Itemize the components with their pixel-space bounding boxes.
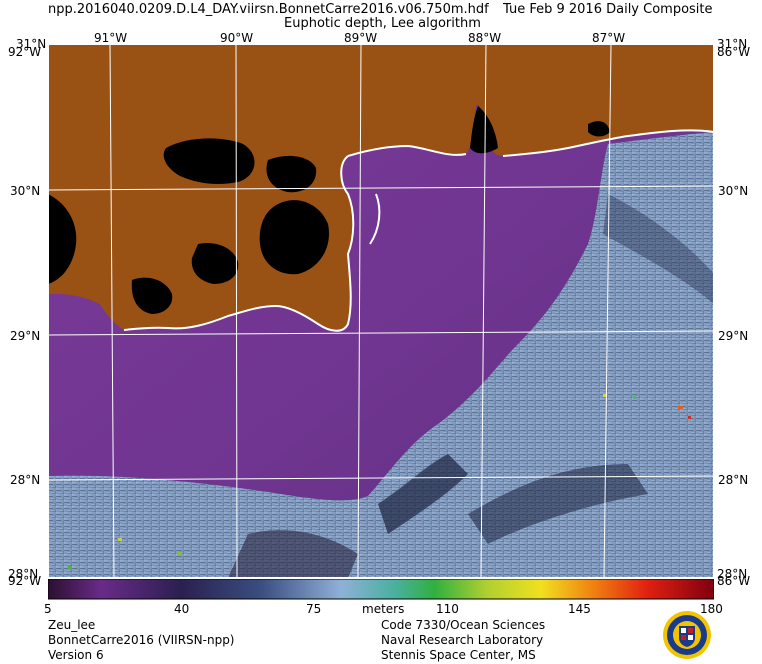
corner-tr-lat: 31°N [717, 37, 748, 51]
scale-tick-145: 145 [568, 602, 591, 616]
high-value-speck [678, 406, 683, 409]
high-value-speck [603, 394, 607, 397]
offshore-clear-water [48, 132, 714, 578]
lat-label-left-29n: 29°N [10, 329, 41, 343]
scale-tick-110: 110 [436, 602, 459, 616]
coastline [123, 155, 355, 332]
marsh-nodata [191, 242, 239, 284]
version-label: Version 6 [48, 648, 104, 662]
euphotic-depth-map [48, 44, 714, 578]
org-location: Stennis Space Center, MS [381, 648, 536, 662]
lon-label-90w: 90°W [220, 31, 254, 45]
product-title: Euphotic depth, Lee algorithm [284, 16, 481, 31]
graticule [48, 44, 714, 578]
lake-borgne [266, 155, 317, 193]
corner-bl-lon: 92°W [8, 574, 42, 588]
marsh-nodata [259, 200, 329, 275]
corner-br-lat: 28°N [717, 567, 748, 581]
map-border [48, 44, 714, 578]
lat-label-right-29n: 29°N [718, 329, 749, 343]
lon-label-91w: 91°W [94, 31, 128, 45]
color-scale-bar [48, 579, 714, 600]
lat-label-right-28n: 28°N [718, 473, 749, 487]
corner-bl-lat: 28°N [8, 567, 39, 581]
scale-tick-40: 40 [174, 602, 190, 616]
dataset-name: BonnetCarre2016 (VIIRSN-npp) [48, 633, 235, 647]
lon-label-87w: 87°W [592, 31, 626, 45]
marsh-nodata [131, 277, 173, 314]
corner-tl-lon: 92°W [8, 45, 42, 59]
lon-label-89w: 89°W [344, 31, 378, 45]
dark-streak [468, 464, 648, 544]
mobile-bay [588, 121, 610, 137]
lat-label-right-30n: 30°N [718, 184, 749, 198]
scale-tick-75: 75 [306, 602, 322, 616]
mobile-bay [470, 106, 498, 154]
org-name: Naval Research Laboratory [381, 633, 544, 647]
corner-tl-lat: 31°N [16, 37, 47, 51]
high-value-speck [68, 566, 72, 569]
lake-pontchartrain [163, 138, 255, 184]
high-value-speck [633, 396, 636, 399]
dark-streak [603, 194, 714, 304]
corner-tr-lon: 86°W [717, 45, 751, 59]
high-value-speck [118, 538, 122, 541]
scale-tick-180: 180 [700, 602, 723, 616]
high-value-speck [178, 552, 182, 555]
composite-date: Tue Feb 9 2016 Daily Composite [503, 2, 713, 17]
scale-tick-5: 5 [44, 602, 52, 616]
chandeleur-islands [369, 193, 381, 245]
org-code: Code 7330/Ocean Sciences [381, 618, 546, 632]
coastline [502, 129, 714, 157]
naval-research-laboratory-seal-icon [663, 611, 711, 659]
lat-label-left-30n: 30°N [10, 184, 41, 198]
lon-label-88w: 88°W [468, 31, 502, 45]
high-value-speck [688, 416, 691, 419]
dark-streak [228, 530, 358, 578]
product-code: Zeu_lee [48, 618, 96, 632]
coastline [347, 144, 467, 157]
corner-br-lon: 86°W [717, 574, 751, 588]
file-title: npp.2016040.0209.D.L4_DAY.viirsn.BonnetC… [48, 2, 489, 17]
dark-streak [378, 454, 468, 534]
lat-label-left-28n: 28°N [10, 473, 41, 487]
marsh-nodata [48, 194, 77, 284]
scale-unit: meters [362, 602, 405, 616]
